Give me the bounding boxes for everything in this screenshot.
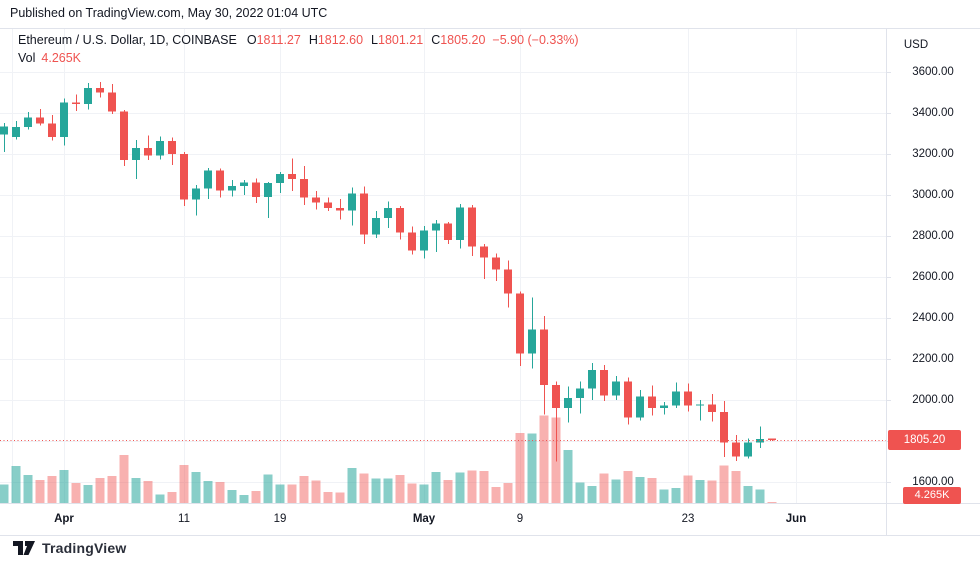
price-tick-label: 3400.00 xyxy=(912,106,954,119)
price-tick-label: 3600.00 xyxy=(912,65,954,78)
volume-series xyxy=(0,415,777,503)
volume-badge: 4.265K xyxy=(903,487,961,504)
low-label: L xyxy=(371,33,378,47)
price-tick-label: 2600.00 xyxy=(912,270,954,283)
grid-layer xyxy=(0,28,886,503)
symbol-description: Ethereum / U.S. Dollar, 1D, COINBASE xyxy=(18,33,237,47)
change-value: −5.90 (−0.33%) xyxy=(492,33,579,47)
price-tick-label: 2800.00 xyxy=(912,229,954,242)
time-axis-label: 11 xyxy=(178,513,190,525)
price-tick-label: 3000.00 xyxy=(912,188,954,201)
pane-borders xyxy=(0,28,980,536)
close-label: C xyxy=(431,33,441,47)
price-scale[interactable]: 3600.00 3400.00 3200.00 3000.00 2800.00 2600.… xyxy=(886,28,980,503)
price-tick-label: 2000.00 xyxy=(912,394,954,407)
price-tick-label: 3200.00 xyxy=(912,147,954,160)
high-label: H xyxy=(308,33,318,47)
chart-legend: Ethereum / U.S. Dollar, 1D, COINBASE O181… xyxy=(18,33,579,65)
low-value: 1801.21 xyxy=(378,33,424,47)
published-bar-text: Published on TradingView.com, May 30, 20… xyxy=(10,6,328,20)
currency-label: USD xyxy=(903,39,929,51)
time-axis-label: May xyxy=(412,513,436,525)
last-price-badge: 1805.20 xyxy=(888,429,961,450)
time-axis-label: 19 xyxy=(273,513,287,525)
open-value: 1811.27 xyxy=(256,33,301,47)
time-scale[interactable]: Apr 11 19 May 9 23 Jun xyxy=(0,503,980,535)
tradingview-link[interactable]: TradingView xyxy=(13,540,126,556)
time-axis-label: Apr xyxy=(54,513,74,525)
time-axis-label: Jun xyxy=(785,513,807,525)
price-tick-label: 2200.00 xyxy=(912,353,954,366)
time-axis-label: 23 xyxy=(681,513,695,525)
open-label: O xyxy=(246,33,257,47)
candlestick-series xyxy=(0,82,776,462)
time-axis-label: 9 xyxy=(516,513,524,525)
brand-text: TradingView xyxy=(42,540,127,556)
high-value: 1812.60 xyxy=(317,33,364,47)
price-tick-label: 1600.00 xyxy=(912,476,954,489)
volume-value: 4.265K xyxy=(41,51,82,65)
tradingview-logo-icon xyxy=(13,541,35,555)
price-tick-label: 2400.00 xyxy=(912,312,954,324)
volume-label: Vol xyxy=(18,51,36,65)
close-value: 1805.20 xyxy=(440,33,486,47)
